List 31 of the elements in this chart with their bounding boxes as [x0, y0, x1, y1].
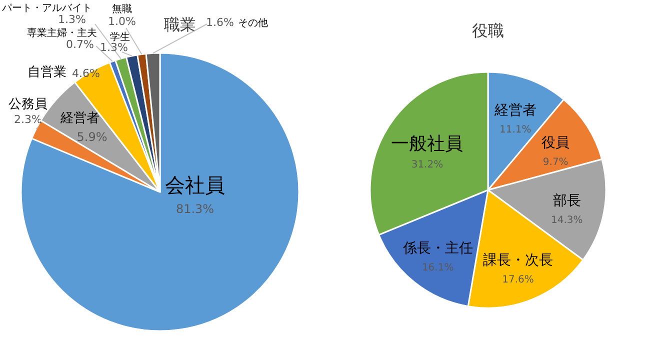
data-label: 81.3%: [176, 202, 214, 216]
slice-label: 課長・次長: [483, 252, 554, 268]
slice-label: 役員: [542, 134, 570, 151]
slice-label: 公務員: [8, 97, 48, 112]
data-label: 31.2%: [411, 159, 444, 170]
data-label: 1.3%: [58, 13, 86, 26]
text: 職業: [164, 15, 196, 34]
data-label: 1.0%: [108, 15, 136, 28]
slice-label: 一般社員: [391, 133, 464, 154]
data-label: 1.6%: [206, 16, 234, 29]
slice-label: 無職: [112, 3, 132, 15]
slice-label: パート・アルバイト: [1, 3, 92, 14]
data-label: 1.3%: [100, 41, 128, 54]
slice-label: 専業主婦・主夫: [27, 27, 97, 39]
data-label: 14.3%: [550, 214, 583, 226]
chart-title: 役職: [472, 21, 504, 40]
slice-label: 自営業: [28, 65, 66, 80]
slice-label: 部長: [552, 192, 581, 209]
slice-label: 会社員: [165, 173, 225, 197]
data-label: 9.7%: [542, 156, 568, 168]
slice-label: 経営者: [493, 102, 536, 119]
slice-label: その他: [238, 17, 268, 29]
data-label: 17.6%: [502, 274, 534, 286]
slice-label: 学生: [110, 31, 130, 43]
data-label: 2.3%: [14, 113, 42, 126]
slice-label: 係長・主任: [402, 240, 473, 257]
data-label: 16.1%: [422, 262, 454, 274]
data-label: 0.7%: [66, 38, 94, 51]
data-label: 5.9%: [76, 130, 108, 144]
data-label: 11.1%: [500, 124, 532, 136]
slice-label: 経営者: [60, 111, 100, 126]
